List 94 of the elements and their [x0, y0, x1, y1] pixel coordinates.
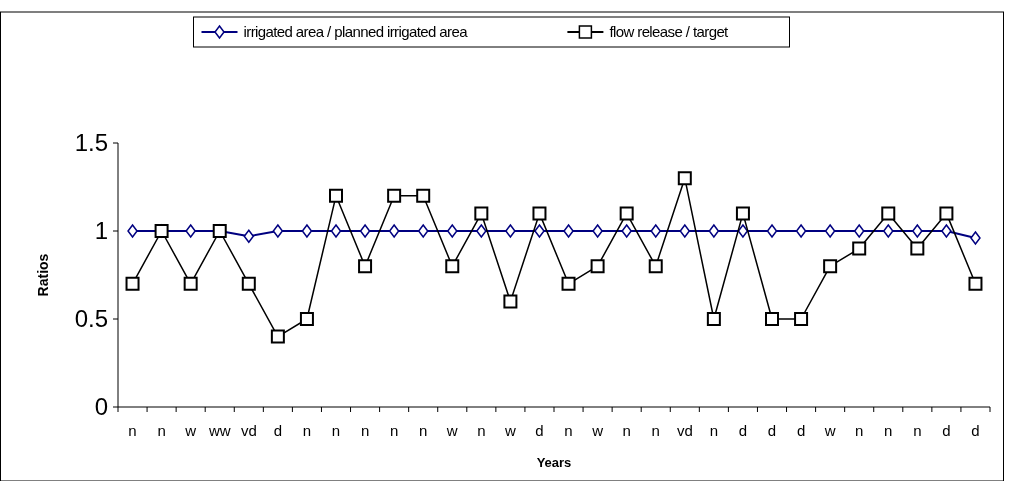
point: [416, 188, 431, 203]
x-axis-title: Years: [536, 455, 572, 470]
point: [125, 276, 140, 291]
x-tick-label: d: [796, 422, 806, 439]
x-tick-label: ww: [207, 422, 231, 439]
point: [387, 188, 402, 203]
point: [505, 224, 516, 238]
y-axis-title: Ratios: [35, 253, 51, 297]
x-tick-label: d: [767, 422, 777, 439]
point: [679, 224, 691, 238]
point: [127, 224, 138, 238]
x-tick-label: d: [738, 422, 748, 439]
point: [532, 206, 547, 221]
point: [794, 312, 809, 326]
point: [621, 224, 632, 238]
point: [299, 312, 314, 326]
point: [766, 224, 778, 238]
point: [592, 224, 603, 238]
point: [706, 312, 721, 326]
x-tick-label: n: [477, 422, 486, 439]
point: [795, 224, 807, 238]
x-tick-label: w: [184, 422, 197, 439]
x-tick-label: w: [591, 422, 604, 439]
point: [447, 224, 458, 238]
y-tick-label: 0: [94, 393, 108, 421]
x-tick-label: n: [389, 422, 399, 439]
point: [388, 224, 400, 238]
point: [474, 206, 489, 221]
y-tick-label: 0.5: [74, 305, 108, 333]
point: [619, 206, 634, 221]
point: [737, 224, 749, 238]
point: [824, 224, 836, 238]
point: [590, 259, 605, 274]
x-tick-label: n: [709, 422, 719, 439]
point: [241, 276, 256, 291]
x-tick-label: n: [302, 422, 312, 439]
point: [272, 224, 284, 238]
point: [301, 224, 313, 238]
point: [503, 294, 518, 309]
x-tick-label: vd: [676, 422, 693, 439]
point: [534, 224, 545, 238]
y-tick-label: 1: [94, 217, 108, 245]
point: [648, 259, 663, 274]
x-tick-label: w: [445, 422, 458, 439]
x-tick-label: d: [971, 422, 980, 439]
point: [270, 329, 285, 344]
point: [677, 171, 692, 186]
x-tick-label: w: [823, 422, 836, 439]
x-tick-label: w: [503, 422, 516, 439]
point: [650, 224, 661, 238]
x-tick-label: d: [273, 422, 283, 439]
x-tick-label: d: [535, 422, 544, 439]
x-tick-label: n: [622, 422, 631, 439]
x-tick-label: n: [360, 422, 370, 439]
point: [445, 259, 460, 274]
point: [941, 224, 952, 238]
point: [765, 312, 779, 326]
point: [185, 224, 196, 238]
point: [910, 241, 925, 256]
point: [417, 224, 429, 238]
point: [970, 231, 981, 245]
point: [243, 229, 255, 244]
point: [561, 276, 576, 291]
x-tick-label: n: [331, 422, 341, 439]
x-tick-label: n: [855, 422, 864, 439]
point: [881, 206, 896, 221]
legend-label: irrigated area / planned irrigated area: [243, 23, 469, 41]
point: [735, 206, 750, 221]
point: [330, 224, 342, 238]
point: [563, 224, 574, 238]
point: [853, 224, 865, 238]
point: [358, 259, 373, 274]
point: [823, 259, 838, 274]
point: [852, 241, 867, 256]
x-tick-label: d: [942, 422, 951, 439]
x-tick-label: n: [419, 422, 428, 439]
point: [359, 224, 371, 238]
point: [329, 188, 343, 203]
point: [476, 224, 487, 238]
x-tick-label: n: [564, 422, 573, 439]
point: [968, 276, 983, 291]
x-tick-label: n: [913, 422, 922, 439]
point: [183, 276, 198, 291]
x-tick-label: vd: [240, 422, 257, 439]
x-tick-label: n: [651, 422, 660, 439]
point: [883, 224, 894, 238]
x-tick-label: n: [884, 422, 893, 439]
legend-label: flow release / target: [609, 23, 730, 41]
y-tick-label: 1.5: [74, 129, 108, 157]
x-tick-label: n: [128, 422, 137, 439]
point: [912, 224, 923, 238]
x-tick-label: n: [157, 422, 166, 439]
point: [939, 206, 954, 221]
point: [708, 224, 720, 238]
